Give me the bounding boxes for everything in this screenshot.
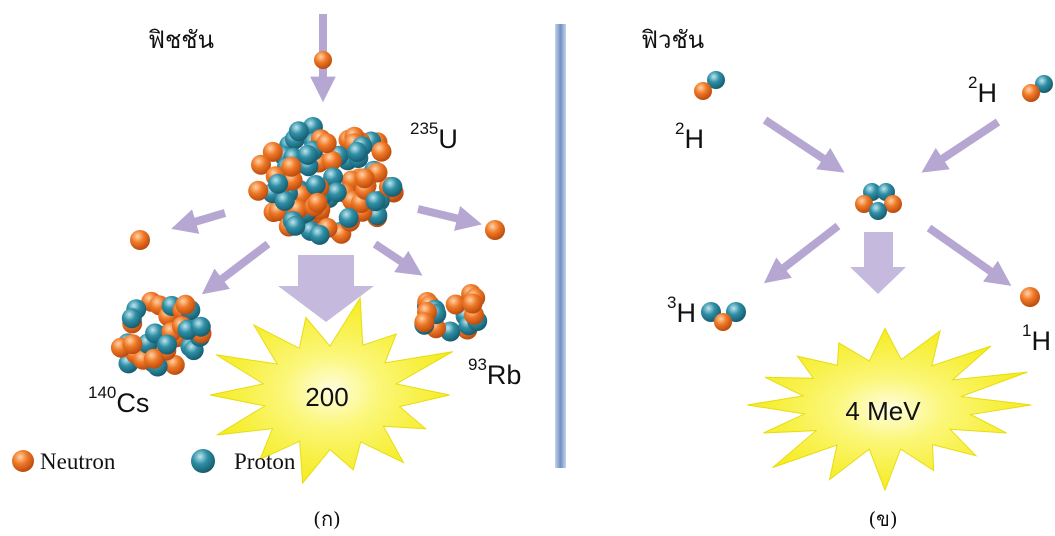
neutron-particle <box>122 334 143 355</box>
proton-particle <box>274 190 295 211</box>
neutron-particle <box>143 348 164 369</box>
neutron-particle <box>248 180 269 201</box>
rubidium-arrow <box>372 240 423 276</box>
proton-particle <box>382 176 403 197</box>
fission-caption: (ก) <box>313 507 341 531</box>
cesium-arrow <box>201 240 271 295</box>
neutron-particle <box>307 192 328 213</box>
hydrogen-nucleus <box>1020 287 1040 307</box>
proton-particle <box>309 224 330 245</box>
incoming-neutron <box>314 51 332 69</box>
neutron-particle <box>354 168 375 189</box>
neutron-particle <box>281 156 302 177</box>
legend-neutron-label: Neutron <box>40 449 116 474</box>
tritium-nucleus <box>701 302 746 331</box>
proton-particle <box>190 316 211 337</box>
proton-particle <box>338 207 359 228</box>
proton-particle <box>347 142 368 162</box>
tritium-label: 3H <box>667 293 696 328</box>
deuterium-left-nucleus <box>694 71 725 100</box>
neutron-arrow-right <box>417 205 482 231</box>
cesium-nucleus <box>110 291 212 377</box>
proton-particle <box>326 182 347 203</box>
fission-energy-value: 200 <box>305 382 348 412</box>
proton-particle <box>365 191 386 212</box>
proton-particle <box>268 173 289 194</box>
fission-panel: ฟิชชัน 235U 200 140Cs 93Rb <box>12 14 521 531</box>
proton-particle <box>121 308 142 329</box>
panel-divider <box>555 24 566 468</box>
neutron-particle <box>262 141 283 162</box>
fusion-title: ฟิวชัน <box>641 26 704 54</box>
deuterium-right-nucleus <box>1022 75 1053 102</box>
neutron-particle <box>445 294 466 315</box>
legend: Neutron Proton <box>12 449 296 474</box>
neutron-particle <box>164 354 185 375</box>
rubidium-nucleus <box>414 284 488 342</box>
fission-title: ฟิชชัน <box>148 26 214 54</box>
emitted-neutron-right <box>485 220 505 240</box>
neutron-particle <box>462 293 483 314</box>
legend-proton-swatch <box>191 449 215 473</box>
fusion-arrow-in-right <box>921 118 1001 173</box>
cesium-label: 140Cs <box>88 383 149 418</box>
proton-particle <box>285 215 306 236</box>
fusion-energy-burst <box>747 327 1032 492</box>
fission-energy-arrow <box>278 255 374 322</box>
hydrogen-label: 1H <box>1022 321 1051 356</box>
deuterium-left-label: 2H <box>675 119 704 154</box>
fused-nucleus <box>855 183 902 220</box>
uranium-label: 235U <box>410 119 458 154</box>
neutron-particle <box>414 312 435 333</box>
neutron-arrow-left <box>171 209 227 234</box>
legend-proton-label: Proton <box>234 449 296 474</box>
fusion-energy-value: 4 MeV <box>845 396 921 426</box>
rubidium-label: 93Rb <box>468 355 521 390</box>
proton-particle <box>305 175 326 195</box>
legend-neutron-swatch <box>12 450 34 472</box>
neutron-particle <box>321 150 342 171</box>
proton-particle <box>323 167 344 188</box>
neutron-particle <box>316 133 337 154</box>
neutron-particle <box>175 294 196 315</box>
emitted-neutron-left <box>130 230 150 250</box>
uranium-nucleus <box>248 117 404 245</box>
fusion-arrow-out-left <box>763 222 841 284</box>
proton-particle <box>157 334 178 355</box>
fusion-energy-arrow <box>850 232 906 294</box>
fusion-caption: (ข) <box>868 507 897 531</box>
fission-energy-burst <box>209 296 454 485</box>
neutron-particle <box>251 154 271 175</box>
fusion-panel: ฟิวชัน 2H 2H <box>641 26 1053 531</box>
deuterium-right-label: 2H <box>968 73 997 108</box>
proton-particle <box>297 144 318 165</box>
proton-particle <box>288 121 309 142</box>
fusion-arrow-out-right <box>926 224 1012 286</box>
fusion-arrow-in-left <box>762 116 845 173</box>
neutron-particle <box>371 141 392 162</box>
